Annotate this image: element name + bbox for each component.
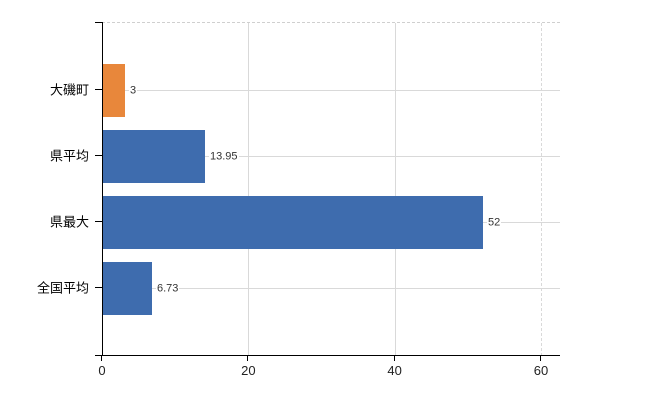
category-label: 県平均 xyxy=(49,148,89,164)
category-label: 全国平均 xyxy=(36,280,89,296)
bar-value-label: 13.95 xyxy=(209,150,239,163)
category-gridline xyxy=(102,90,560,91)
bar xyxy=(103,129,205,183)
x-tick-mark xyxy=(393,355,395,361)
category-gridline xyxy=(102,288,560,289)
category-gridline xyxy=(102,156,560,157)
x-gridline xyxy=(541,23,542,356)
y-tick-mark xyxy=(95,89,102,90)
y-tick-mark xyxy=(95,221,102,222)
x-tick-label: 60 xyxy=(533,363,549,378)
x-tick-label: 20 xyxy=(241,363,256,378)
category-label: 県最大 xyxy=(49,214,89,230)
category-label: 大磯町 xyxy=(49,82,89,98)
bar xyxy=(103,63,125,117)
x-tick-mark xyxy=(101,355,102,361)
x-gridline xyxy=(394,23,396,356)
x-tick-mark xyxy=(540,355,541,361)
bar xyxy=(103,195,483,249)
x-tick-mark xyxy=(247,355,249,361)
x-gridline xyxy=(248,23,250,356)
y-tick-mark xyxy=(95,287,102,288)
y-tick-mark xyxy=(95,155,102,156)
x-tick-label: 40 xyxy=(387,363,402,378)
x-axis-line xyxy=(95,355,560,356)
bar-value-label: 52 xyxy=(487,216,502,229)
bar-value-label: 3 xyxy=(129,84,138,97)
x-tick-label: 0 xyxy=(98,363,106,378)
y-axis-top-tick xyxy=(95,22,103,23)
bar xyxy=(103,261,152,315)
y-axis-line xyxy=(102,22,103,356)
bar-value-label: 6.73 xyxy=(156,282,180,295)
plot-area: 3 13.95 52 6.73 xyxy=(102,22,560,356)
